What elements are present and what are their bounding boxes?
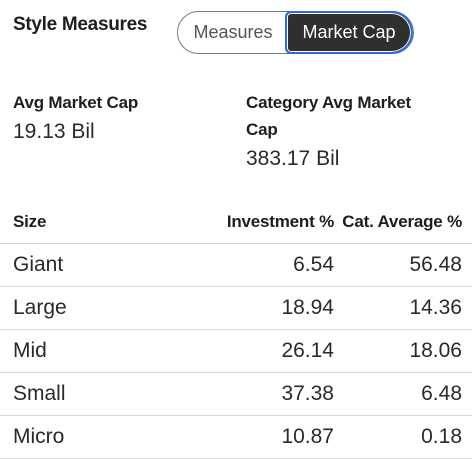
avg-market-cap-value: 19.13 Bil (13, 120, 95, 143)
category-avg-market-cap-stat: Category Avg Market Cap 383.17 Bil (246, 89, 446, 174)
column-header-cat-average: Cat. Average % (334, 201, 472, 244)
row-cat-average: 56.48 (334, 243, 472, 287)
row-investment: 26.14 (193, 329, 334, 373)
row-size: Micro (0, 415, 193, 459)
row-investment: 37.38 (193, 372, 334, 416)
measures-toggle-button[interactable]: Measures (193, 22, 273, 42)
row-cat-average: 6.48 (334, 372, 472, 416)
section-title: Style Measures (13, 14, 148, 35)
table-row: Small 37.38 6.48 (0, 372, 472, 416)
row-investment: 10.87 (193, 415, 334, 459)
table-row: Large 18.94 14.36 (0, 286, 472, 330)
table-row: Giant 6.54 56.48 (0, 243, 472, 287)
row-size: Giant (0, 243, 193, 287)
row-size: Mid (0, 329, 193, 373)
market-cap-table: Size Investment % Cat. Average % Giant 6… (0, 201, 472, 459)
market-cap-toggle-button[interactable]: Market Cap (285, 11, 413, 54)
avg-market-cap-stat: Avg Market Cap 19.13 Bil (13, 89, 213, 147)
row-size: Small (0, 372, 193, 416)
row-size: Large (0, 286, 193, 330)
row-cat-average: 0.18 (334, 415, 472, 459)
row-investment: 6.54 (193, 243, 334, 287)
category-avg-market-cap-value: 383.17 Bil (246, 147, 340, 170)
row-cat-average: 18.06 (334, 329, 472, 373)
view-toggle: Measures Market Cap (177, 11, 414, 54)
row-investment: 18.94 (193, 286, 334, 330)
column-header-investment: Investment % (193, 201, 334, 244)
column-header-size: Size (0, 201, 193, 244)
category-avg-market-cap-label-line2: Cap (246, 120, 278, 139)
row-cat-average: 14.36 (334, 286, 472, 330)
table-row: Mid 26.14 18.06 (0, 329, 472, 373)
table-row: Micro 10.87 0.18 (0, 415, 472, 459)
avg-market-cap-label: Avg Market Cap (13, 93, 139, 112)
table-header-row: Size Investment % Cat. Average % (0, 201, 472, 244)
category-avg-market-cap-label-line1: Category Avg Market (246, 93, 411, 112)
